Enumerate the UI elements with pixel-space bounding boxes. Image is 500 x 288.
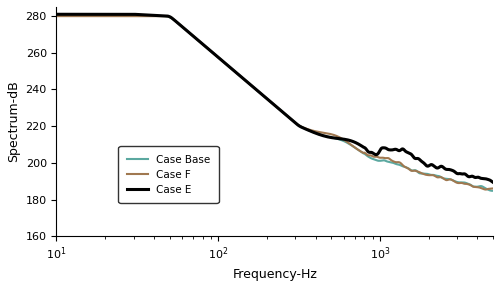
- Case F: [290, 119, 296, 122]
- Case F: [54, 14, 60, 18]
- Case E: [490, 181, 496, 184]
- Case F: [483, 188, 489, 191]
- Case E: [261, 94, 267, 98]
- Case Base: [290, 119, 296, 122]
- Case F: [490, 187, 496, 190]
- Case E: [54, 13, 60, 16]
- Case Base: [490, 189, 496, 193]
- Line: Case E: Case E: [56, 14, 493, 182]
- Case F: [314, 130, 320, 133]
- Case Base: [480, 185, 486, 188]
- Legend: Case Base, Case F, Case E: Case Base, Case F, Case E: [118, 146, 218, 203]
- Case E: [290, 119, 296, 122]
- Case E: [412, 156, 418, 160]
- Case Base: [314, 132, 320, 135]
- Case Base: [54, 14, 60, 17]
- Case E: [480, 177, 486, 180]
- Case E: [314, 132, 320, 135]
- Case Base: [264, 97, 270, 100]
- X-axis label: Frequency-Hz: Frequency-Hz: [232, 268, 317, 281]
- Case F: [480, 187, 486, 190]
- Case F: [264, 97, 270, 100]
- Case Base: [489, 189, 495, 193]
- Case Base: [261, 94, 267, 98]
- Case Base: [412, 168, 418, 172]
- Y-axis label: Spectrum-dB: Spectrum-dB: [7, 81, 20, 162]
- Line: Case F: Case F: [56, 16, 493, 190]
- Case E: [264, 97, 270, 100]
- Case F: [261, 94, 267, 98]
- Line: Case Base: Case Base: [56, 15, 493, 191]
- Case F: [412, 169, 418, 173]
